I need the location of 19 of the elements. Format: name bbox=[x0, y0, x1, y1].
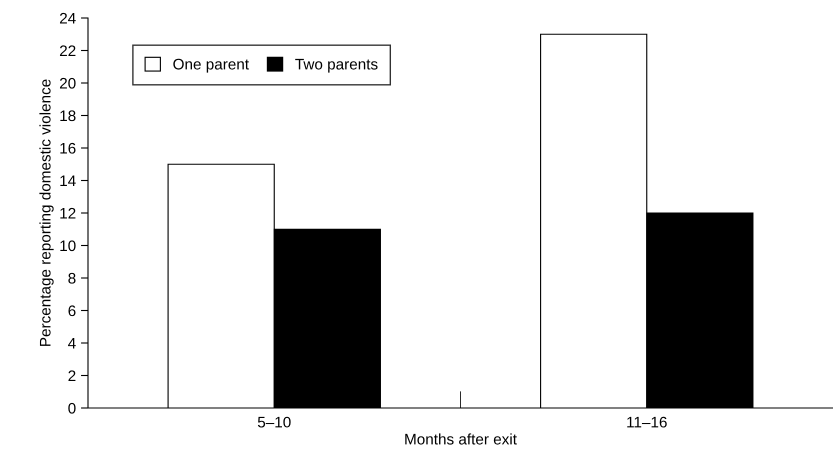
y-tick-label: 22 bbox=[60, 45, 76, 56]
y-tick-label: 12 bbox=[60, 208, 76, 219]
y-tick-label: 6 bbox=[68, 305, 76, 316]
y-tick-label: 10 bbox=[60, 240, 76, 252]
y-axis-title: Percentage reporting domestic violence bbox=[39, 79, 54, 346]
y-tick-label: 0 bbox=[68, 402, 76, 414]
y-tick-label: 14 bbox=[60, 176, 76, 186]
legend-label: One parent bbox=[173, 58, 249, 73]
y-tick-label: 4 bbox=[68, 338, 76, 349]
y-tick-label: 16 bbox=[60, 142, 76, 154]
y-tick-label: 2 bbox=[68, 370, 76, 382]
y-tick-label: 20 bbox=[60, 78, 76, 89]
x-tick-label: 11–16 bbox=[627, 416, 667, 428]
x-tick-label: 5–10 bbox=[258, 416, 291, 428]
legend-label: Two parents bbox=[295, 58, 378, 73]
x-axis-title: Months after exit bbox=[405, 433, 517, 445]
y-tick-label: 18 bbox=[60, 110, 76, 122]
y-tick-label: 8 bbox=[68, 272, 76, 284]
y-tick-label: 24 bbox=[60, 12, 76, 24]
